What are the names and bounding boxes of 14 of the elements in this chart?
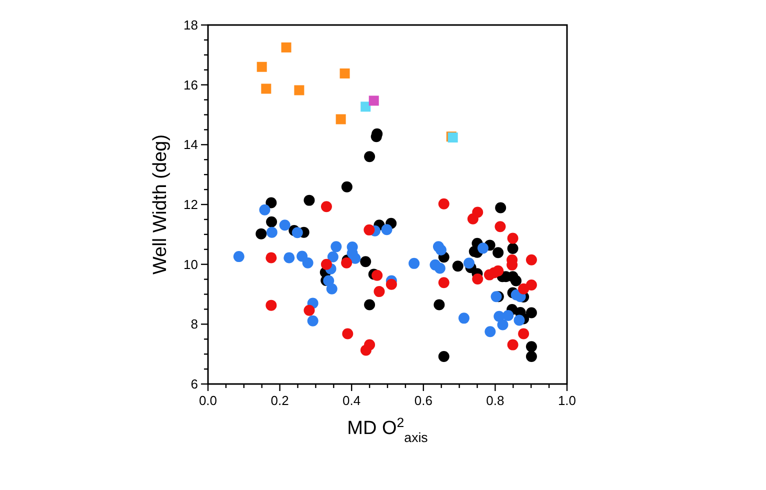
y-tick-label: 18 <box>184 18 198 32</box>
y-tick-label: 16 <box>184 77 198 92</box>
x-tick-label: 0.2 <box>270 393 289 408</box>
x-tick-label: 1.0 <box>558 393 576 408</box>
x-tick-label: 0.4 <box>342 393 361 408</box>
y-tick-label: 14 <box>184 137 198 152</box>
y-axis-title: Well Width (deg) <box>150 134 171 275</box>
y-tick-label: 6 <box>190 376 198 392</box>
y-tick-label: 8 <box>190 316 198 332</box>
x-tick-label: 0.6 <box>414 393 432 408</box>
x-tick-label: 0.8 <box>486 393 504 408</box>
y-tick-label: 10 <box>184 256 198 272</box>
x-tick-label: 0.0 <box>198 393 218 408</box>
y-tick-label: 12 <box>184 197 198 212</box>
